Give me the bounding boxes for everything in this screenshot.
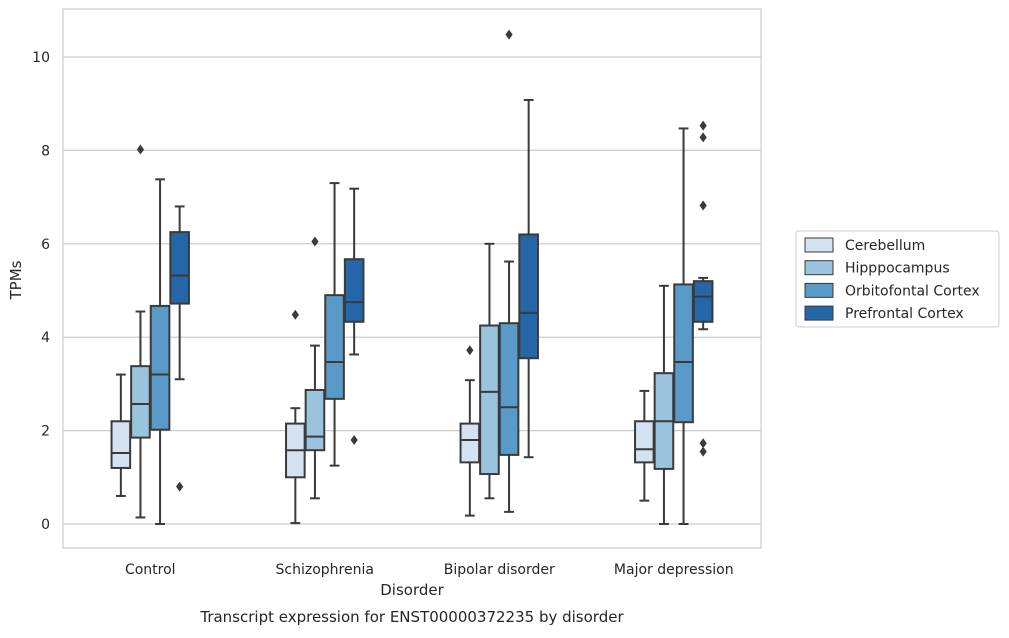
box-iqr (673, 283, 694, 424)
box-iqr (498, 322, 520, 456)
legend-label: Cerebellum (845, 238, 925, 254)
legend-swatch (804, 237, 834, 253)
legend-swatch (804, 305, 834, 321)
box-iqr (459, 422, 481, 464)
outlier-point (311, 236, 319, 247)
box-orbitofontal-cortex (149, 178, 171, 525)
x-axis-label: Disorder (380, 581, 444, 599)
outlier-point (350, 434, 358, 445)
box-iqr (692, 280, 714, 323)
box-iqr (130, 365, 151, 439)
legend-label: Prefrontal Cortex (845, 306, 964, 322)
box-iqr (518, 233, 539, 360)
outlier-point (699, 446, 707, 457)
box-orbitofontal-cortex (498, 29, 520, 513)
legend-frame (795, 230, 1000, 328)
outlier-point (291, 309, 299, 320)
box-cerebellum (459, 345, 481, 517)
box-iqr (634, 420, 655, 464)
box-hipppocampus (653, 284, 675, 525)
legend-label: Hipppocampus (845, 261, 950, 277)
x-tick-label: Schizophrenia (276, 562, 374, 578)
box-cerebellum (634, 389, 655, 502)
outlier-point (699, 200, 707, 211)
figure-caption: Transcript expression for ENST0000037223… (199, 608, 624, 626)
x-tick-label: Control (125, 562, 176, 578)
outlier-point (699, 438, 707, 449)
x-tick-label: Bipolar disorder (444, 562, 555, 578)
y-tick-label: 4 (41, 330, 50, 346)
box-hipppocampus (130, 144, 151, 519)
box-hipppocampus (304, 236, 326, 500)
box-prefrontal-cortex (518, 98, 539, 459)
y-tick-label: 8 (41, 143, 50, 159)
box-iqr (324, 294, 345, 400)
x-tick-labels: Control Schizophrenia Bipolar disorder Majo… (125, 562, 734, 578)
box-prefrontal-cortex (169, 205, 190, 492)
legend-swatch (804, 282, 834, 298)
y-tick-label: 2 (41, 424, 50, 440)
boxes (110, 29, 714, 525)
box-orbitofontal-cortex (324, 182, 345, 467)
outlier-point (136, 144, 145, 155)
box-iqr (479, 324, 500, 476)
box-cerebellum (110, 373, 132, 497)
outlier-point (699, 120, 707, 131)
box-iqr (169, 231, 190, 305)
box-orbitofontal-cortex (673, 127, 694, 525)
legend-swatch (804, 260, 834, 276)
outlier-point (505, 29, 513, 40)
legend-label: Orbitofontal Cortex (845, 283, 980, 299)
box-iqr (304, 388, 326, 452)
plot-frame (62, 8, 762, 549)
x-tick-label: Major depression (614, 562, 734, 578)
outlier-point (466, 345, 474, 356)
y-tick-label: 10 (32, 50, 50, 66)
y-axis-label: TPMs (7, 260, 25, 300)
box-prefrontal-cortex (343, 187, 365, 445)
y-tick-label: 6 (41, 237, 50, 253)
box-cerebellum (285, 309, 306, 525)
y-tick-label: 0 (41, 517, 50, 533)
box-prefrontal-cortex (692, 120, 714, 457)
y-tick-labels: 0 2 4 6 8 10 (32, 50, 50, 533)
outlier-point (176, 481, 184, 492)
box-iqr (343, 258, 365, 323)
box-iqr (110, 420, 132, 469)
legend: Cerebellum Hipppocampus Orbitofontal Corte… (795, 230, 1000, 328)
box-iqr (149, 304, 171, 431)
box-hipppocampus (479, 242, 500, 500)
outlier-point (699, 132, 707, 143)
